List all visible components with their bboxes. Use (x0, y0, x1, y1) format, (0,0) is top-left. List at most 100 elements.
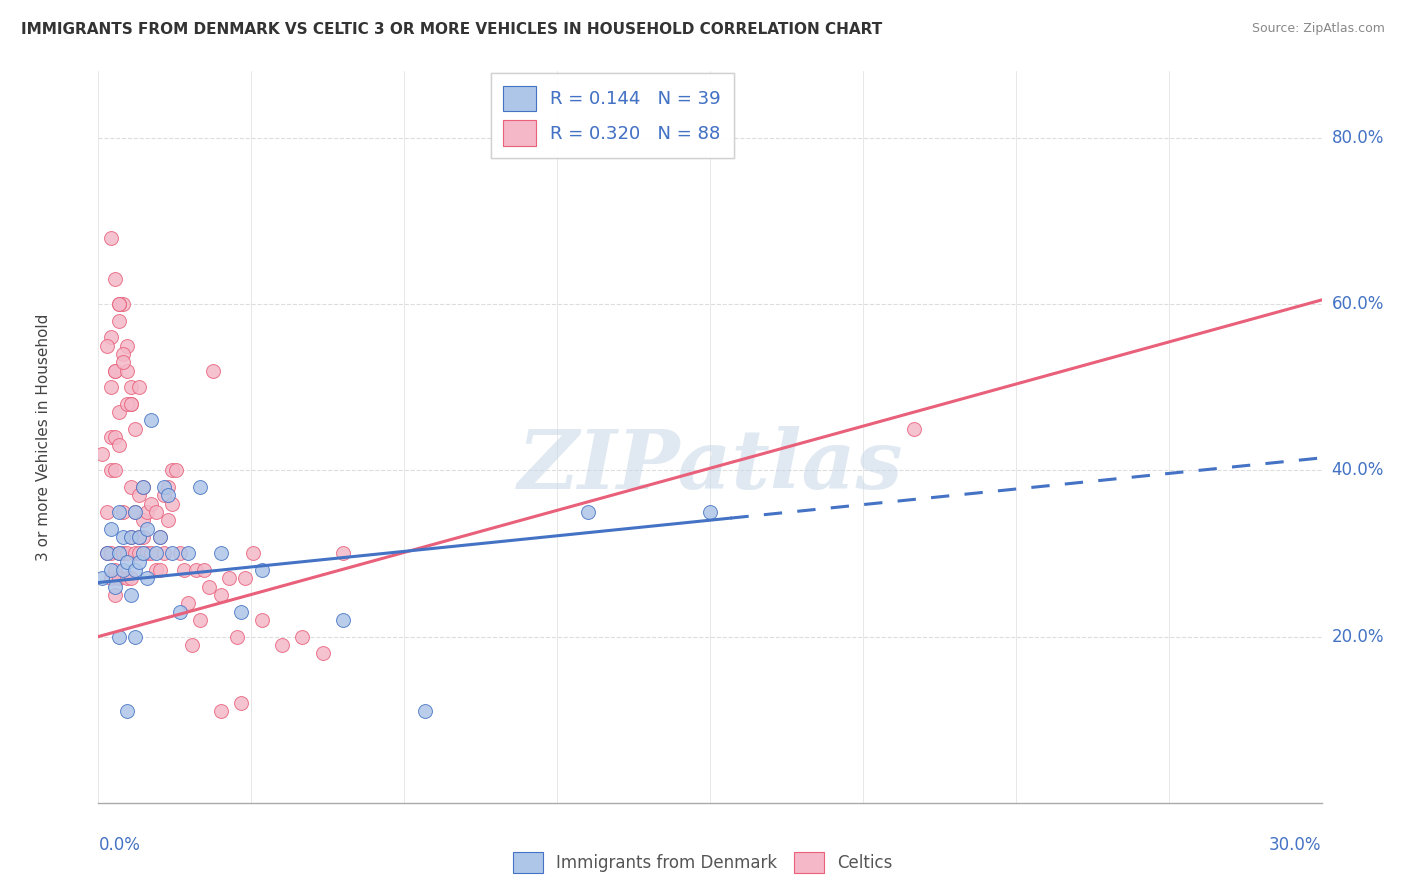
Point (177, 546, 200, 560)
Point (96, 546, 118, 560)
Point (104, 363, 127, 377)
Point (128, 488, 150, 502)
Point (576, 505, 599, 519)
Point (115, 555, 138, 569)
Point (188, 480, 212, 494)
Point (128, 555, 150, 569)
Point (91, 447, 114, 461)
Point (231, 605, 253, 619)
Point (120, 397, 142, 411)
Point (231, 696, 253, 710)
Text: 60.0%: 60.0% (1331, 295, 1384, 313)
Text: 3 or more Vehicles in Household: 3 or more Vehicles in Household (37, 313, 51, 561)
Point (136, 571, 159, 585)
Point (96, 546, 118, 560)
Point (209, 705, 232, 719)
Point (193, 563, 215, 577)
Point (136, 505, 159, 519)
Point (177, 596, 200, 610)
Point (188, 613, 212, 627)
Point (128, 530, 150, 544)
Point (96, 505, 118, 519)
Point (115, 338, 138, 352)
Point (115, 705, 138, 719)
Point (120, 530, 142, 544)
Point (111, 347, 134, 361)
Point (104, 363, 127, 377)
Point (100, 571, 122, 585)
Point (209, 588, 232, 602)
Text: 80.0%: 80.0% (1331, 128, 1384, 147)
Point (160, 546, 183, 560)
Point (111, 355, 134, 369)
Point (149, 530, 172, 544)
Point (132, 513, 155, 527)
Point (115, 397, 138, 411)
Point (141, 497, 163, 511)
Point (124, 546, 146, 560)
Point (209, 546, 232, 560)
Text: 40.0%: 40.0% (1331, 461, 1384, 479)
Point (145, 546, 167, 560)
Point (124, 505, 146, 519)
Point (242, 546, 264, 560)
Point (120, 380, 142, 394)
Point (156, 480, 179, 494)
Point (128, 530, 150, 544)
Point (104, 563, 127, 577)
Point (120, 480, 142, 494)
Point (250, 563, 273, 577)
Point (226, 630, 249, 644)
Point (100, 563, 122, 577)
Point (152, 546, 174, 560)
Point (96, 338, 118, 352)
Text: 0.0%: 0.0% (98, 836, 141, 854)
Point (149, 563, 172, 577)
Point (332, 613, 354, 627)
Point (108, 297, 131, 311)
Point (132, 480, 155, 494)
Point (100, 230, 122, 244)
Text: ZIPatlas: ZIPatlas (517, 426, 903, 507)
Point (108, 314, 131, 328)
Point (152, 488, 174, 502)
Point (141, 413, 163, 427)
Point (124, 563, 146, 577)
Point (250, 613, 273, 627)
Point (152, 480, 174, 494)
Point (115, 363, 138, 377)
Point (108, 630, 131, 644)
Point (291, 630, 314, 644)
Point (100, 546, 122, 560)
Point (160, 463, 183, 477)
Text: 20.0%: 20.0% (1331, 628, 1384, 646)
Point (132, 480, 155, 494)
Point (100, 430, 122, 444)
Point (108, 546, 131, 560)
Point (132, 546, 155, 560)
Point (165, 463, 187, 477)
Point (100, 521, 122, 535)
Point (111, 546, 134, 560)
Point (91, 571, 114, 585)
Point (120, 571, 142, 585)
Point (108, 505, 131, 519)
Point (270, 638, 294, 652)
Point (156, 488, 179, 502)
Point (108, 405, 131, 419)
Point (145, 505, 167, 519)
Point (141, 546, 163, 560)
Point (120, 530, 142, 544)
Point (181, 638, 204, 652)
Point (128, 546, 150, 560)
Point (186, 563, 208, 577)
Point (160, 497, 183, 511)
Point (173, 563, 195, 577)
Point (111, 297, 134, 311)
Point (124, 422, 146, 436)
Point (100, 330, 122, 344)
Text: Source: ZipAtlas.com: Source: ZipAtlas.com (1251, 22, 1385, 36)
Point (104, 272, 127, 286)
Point (120, 588, 142, 602)
Point (111, 505, 134, 519)
